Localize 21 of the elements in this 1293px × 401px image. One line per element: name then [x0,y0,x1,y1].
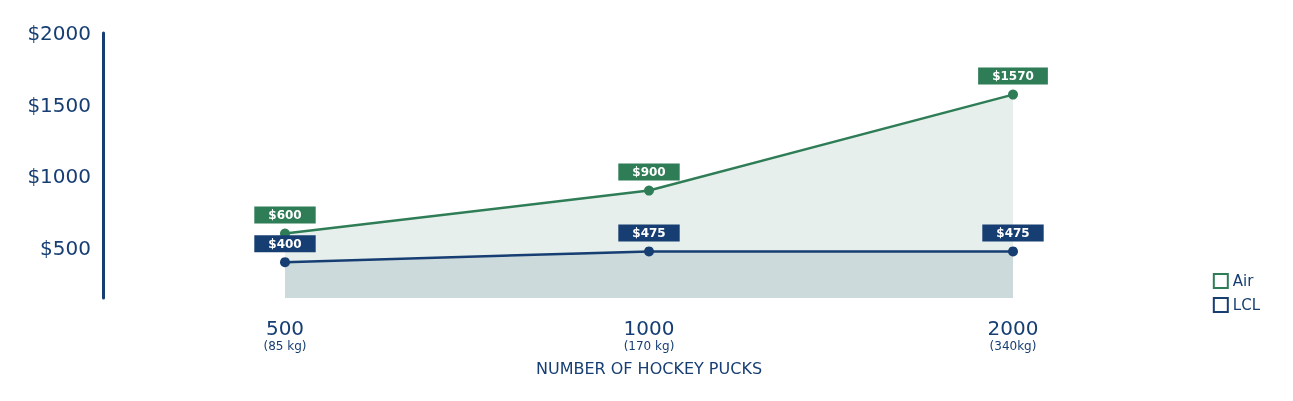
point [1008,246,1018,257]
legend-label: LCL [1232,296,1261,314]
data-label: $600 [268,208,302,223]
point [280,257,290,268]
legend-label: Air [1232,272,1255,290]
data-label: $400 [268,236,302,251]
x-axis-title: NUMBER OF HOCKEY PUCKS [535,358,763,378]
y-tick-label: $1000 [27,164,91,189]
x-tick-label: 500 (85 kg) [263,316,307,353]
data-label: $475 [632,225,666,240]
point [644,246,654,257]
x-tick-label: 2000 (340kg) [987,316,1039,353]
data-label: $1570 [992,69,1034,84]
data-label: $900 [632,165,666,180]
x-tick-label: 1000 (170 kg) [623,316,675,353]
data-label: $475 [996,225,1030,240]
point [644,185,654,196]
y-tick-label: $500 [40,235,91,260]
point [1008,89,1018,100]
y-tick-label: $2000 [27,21,91,45]
y-tick-label: $1500 [27,92,91,117]
